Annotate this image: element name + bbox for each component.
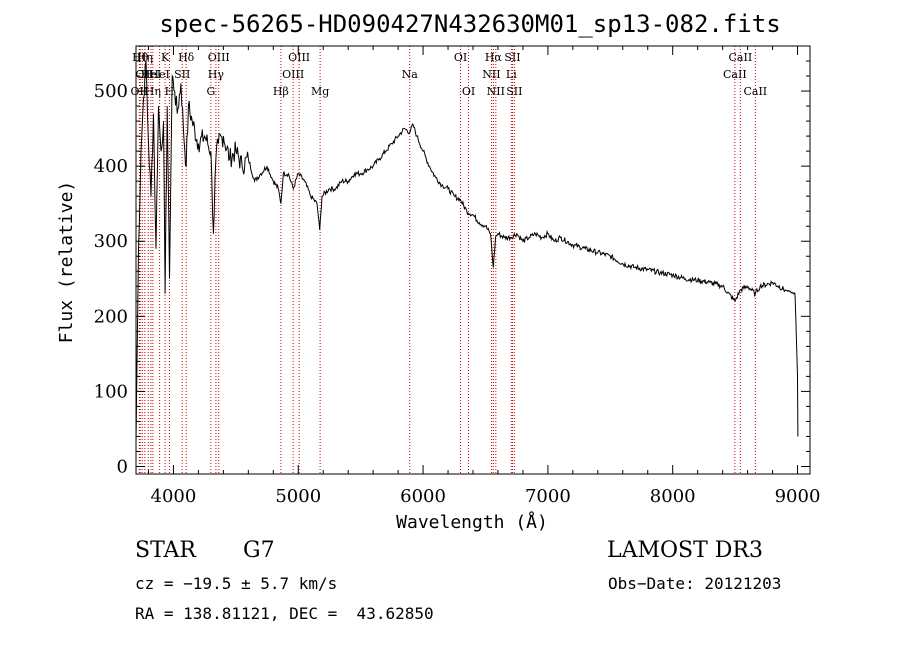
line-marker-label: CaII [729,51,753,64]
y-axis-ticks: 0 100 200 300 400 500 [94,60,810,477]
observation-date: Obs−Date: 20121203 [608,574,782,593]
x-tick-label: 4000 [151,486,197,507]
object-subclass: G7 [243,538,275,563]
line-marker-label: Hδ [178,51,195,64]
line-marker-label: CaII [723,68,747,81]
line-marker-label: OIII [282,68,304,81]
line-marker-label: OI [454,51,467,64]
line-marker-label: G [206,85,215,98]
plot-frame [135,45,811,475]
y-tick-label: 300 [94,231,128,252]
line-marker-label: CaII [743,85,767,98]
line-marker-label: OI [136,68,149,81]
object-class: STAR [135,538,196,563]
line-marker-label: HeI [149,68,169,81]
line-marker-label: NII [482,68,500,81]
y-tick-label: 200 [94,306,128,327]
line-marker-label: SII [506,85,522,98]
x-tick-label: 9000 [775,486,821,507]
line-marker-label: K [161,51,170,64]
line-marker-label: OI [462,85,475,98]
x-tick-label: 6000 [400,486,446,507]
line-marker-label: H [165,85,175,98]
line-marker-labels: OIIHθOIHηHHeIHηHeIKHSIIHδGHγOIIIHβOIIIOI… [131,51,768,98]
y-axis-label: Flux (relative) [56,181,77,344]
line-marker-label: SII [504,51,520,64]
line-marker-label: NII [487,85,505,98]
x-axis-label: Wavelength (Å) [396,511,548,533]
line-marker-label: Hγ [208,68,225,81]
x-tick-label: 7000 [525,486,571,507]
y-tick-label: 500 [94,81,128,102]
line-marker-label: Hη [137,51,153,64]
y-tick-label: 100 [94,381,128,402]
x-axis-ticks: 4000 5000 6000 7000 8000 9000 [147,46,821,507]
coordinates: RA = 138.81121, DEC = 43.62850 [135,604,434,623]
line-marker-label: Hβ [273,85,289,98]
line-marker-label: OIII [208,51,230,64]
y-tick-label: 0 [117,456,128,477]
chart-title: spec-56265-HD090427N432630M01_sp13-082.f… [159,10,780,38]
line-marker-label: Na [402,68,419,81]
line-marker-label: Mg [311,85,329,98]
line-marker-label: Hα [485,51,503,64]
line-marker-label: SII [174,68,190,81]
flux-series [135,60,799,445]
flux-line [135,60,799,445]
line-marker-label: H [143,68,153,81]
line-markers [138,46,756,474]
line-marker-label: Li [506,68,517,81]
x-tick-label: 5000 [275,486,321,507]
y-tick-label: 400 [94,156,128,177]
line-marker-label: Hη [145,85,161,98]
redshift-cz: cz = −19.5 ± 5.7 km/s [135,574,338,593]
x-tick-label: 8000 [650,486,696,507]
line-marker-label: OIII [288,51,310,64]
survey-name: LAMOST DR3 [607,538,763,563]
